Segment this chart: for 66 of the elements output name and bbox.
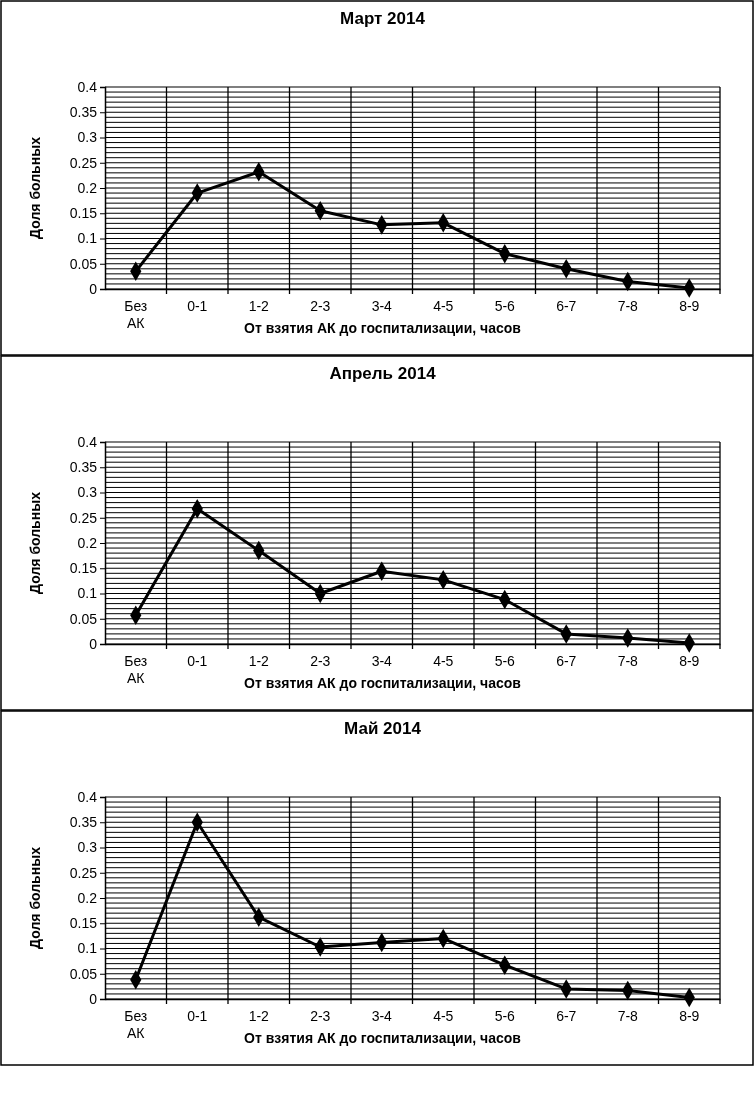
y-tick-label: 0 <box>89 280 98 297</box>
y-tick-label: 0.05 <box>69 965 98 982</box>
x-tick-label: 4-5 <box>433 1008 454 1024</box>
x-tick-label: 2-3 <box>310 298 331 314</box>
x-tick-label: 7-8 <box>617 1008 639 1024</box>
x-tick-label: 7-8 <box>617 653 639 669</box>
x-tick-label: 1-2 <box>248 1008 270 1024</box>
y-tick-label: 0.1 <box>77 230 98 247</box>
y-tick-label: 0 <box>89 635 98 652</box>
y-tick-label: 0 <box>89 990 98 1007</box>
x-tick-label: 5-6 <box>494 298 516 314</box>
y-tick-label: 0.25 <box>69 154 98 171</box>
x-axis-title: От взятия АК до госпитализации, часов <box>244 675 522 691</box>
x-axis-title: От взятия АК до госпитализации, часов <box>244 1030 522 1046</box>
chart-title: Май 2014 <box>344 719 422 738</box>
y-tick-label: 0.2 <box>77 889 98 906</box>
x-tick-label: 2-3 <box>310 653 331 669</box>
x-tick-label: 1-2 <box>248 298 270 314</box>
y-tick-label: 0.05 <box>69 610 98 627</box>
x-tick-label: 2-3 <box>310 1008 331 1024</box>
chart-title: Апрель 2014 <box>329 364 437 383</box>
y-tick-label: 0.3 <box>77 129 98 146</box>
x-tick-label: 6-7 <box>556 1008 577 1024</box>
x-tick-label: 3-4 <box>371 653 393 669</box>
x-tick-label: Без АК <box>124 298 148 331</box>
x-tick-label: 6-7 <box>556 653 577 669</box>
x-tick-label: 4-5 <box>433 653 454 669</box>
x-tick-label: Без АК <box>124 653 148 686</box>
x-tick-label: 5-6 <box>494 1008 516 1024</box>
chart-title: Март 2014 <box>340 9 426 28</box>
y-tick-label: 0.05 <box>69 255 98 272</box>
x-tick-label: 1-2 <box>248 653 270 669</box>
y-tick-label: 0.4 <box>77 78 98 95</box>
y-tick-label: 0.4 <box>77 433 98 450</box>
y-tick-label: 0.4 <box>77 788 98 805</box>
y-tick-label: 0.15 <box>69 560 98 577</box>
x-tick-label: 3-4 <box>371 1008 393 1024</box>
x-tick-label: 8-9 <box>679 1008 700 1024</box>
y-tick-label: 0.15 <box>69 205 98 222</box>
x-tick-label: 4-5 <box>433 298 454 314</box>
y-tick-label: 0.2 <box>77 534 98 551</box>
y-axis-title: Доля больных <box>27 846 43 949</box>
x-tick-label: 0-1 <box>187 298 208 314</box>
x-tick-label: 0-1 <box>187 1008 208 1024</box>
x-tick-label: 5-6 <box>494 653 516 669</box>
x-tick-label: 8-9 <box>679 653 700 669</box>
y-tick-label: 0.25 <box>69 864 98 881</box>
y-tick-label: 0.35 <box>69 104 98 121</box>
y-axis-title: Доля больных <box>27 136 43 239</box>
x-tick-label: 3-4 <box>371 298 393 314</box>
x-tick-label: 0-1 <box>187 653 208 669</box>
y-tick-label: 0.15 <box>69 915 98 932</box>
y-tick-label: 0.35 <box>69 814 98 831</box>
y-tick-label: 0.2 <box>77 179 98 196</box>
x-tick-label: Без АК <box>124 1008 148 1041</box>
y-tick-label: 0.3 <box>77 484 98 501</box>
y-tick-label: 0.35 <box>69 459 98 476</box>
x-axis-title: От взятия АК до госпитализации, часов <box>244 320 522 336</box>
y-tick-label: 0.25 <box>69 509 98 526</box>
y-axis-title: Доля больных <box>27 491 43 594</box>
x-tick-label: 8-9 <box>679 298 700 314</box>
x-tick-label: 7-8 <box>617 298 639 314</box>
x-tick-label: 6-7 <box>556 298 577 314</box>
y-tick-label: 0.1 <box>77 585 98 602</box>
y-tick-label: 0.1 <box>77 940 98 957</box>
y-tick-label: 0.3 <box>77 839 98 856</box>
